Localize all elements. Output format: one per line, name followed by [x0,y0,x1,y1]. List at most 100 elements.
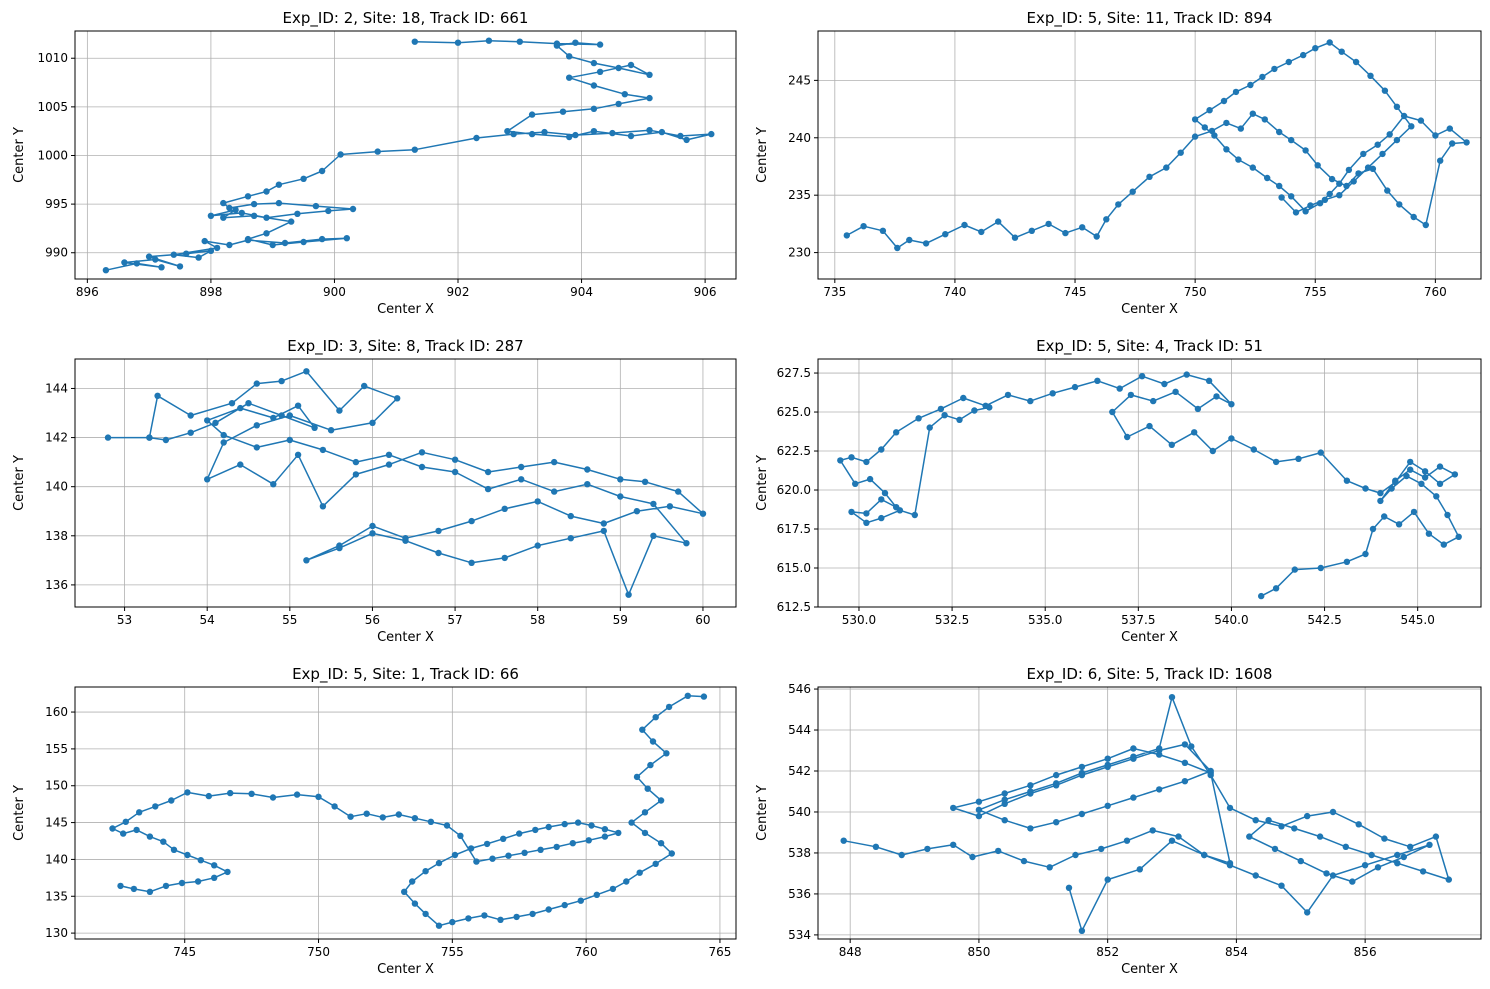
data-point [1329,808,1337,816]
data-point [1072,851,1079,859]
data-point [1206,107,1213,114]
data-point [961,221,968,229]
data-point [409,878,416,885]
data-point [183,250,190,257]
data-point [840,837,847,844]
data-point [590,128,598,135]
data-point [911,511,918,519]
data-point [457,832,464,839]
data-point [136,809,143,816]
data-point [1252,817,1259,824]
data-point [1449,140,1456,147]
data-point [683,540,690,547]
data-point [646,94,653,102]
data-point [896,507,904,514]
data-point [1288,136,1295,144]
data-point [866,475,874,483]
data-point [484,468,492,476]
data-point [937,405,945,413]
data-point [194,878,202,885]
data-point [1053,771,1060,779]
data-point [418,449,426,456]
data-point [211,862,218,869]
data-point [1168,837,1176,844]
y-tick-label: 620.0 [777,483,811,497]
data-point [319,503,327,510]
series-markers [837,371,1462,600]
y-axis-label: Center Y [755,455,770,511]
data-point [1181,778,1189,785]
data-point [1410,213,1417,221]
data-point [1384,187,1391,194]
data-point [1338,48,1345,55]
x-tick-label: 898 [199,285,222,299]
x-tick-label: 60 [695,613,710,627]
y-tick-label: 612.5 [777,600,811,614]
x-tick-label: 59 [613,613,628,627]
x-tick-label: 55 [282,613,297,627]
data-point [1328,175,1336,183]
data-point [1172,388,1179,395]
data-point [1062,229,1069,237]
y-axis-label: Center Y [755,127,770,183]
data-point [1194,405,1202,413]
data-point [1109,408,1116,416]
data-point [596,68,604,76]
chart-title: Exp_ID: 6, Site: 5, Track ID: 1608 [1027,665,1273,684]
data-point [1156,786,1163,793]
x-axis-label: Center X [1121,302,1178,317]
data-point [253,422,260,429]
data-point [699,510,707,517]
x-tick-label: 904 [570,285,593,299]
data-point [160,838,167,845]
y-tick-label: 245 [788,73,811,87]
data-point [623,878,630,885]
x-tick-label: 850 [967,945,990,959]
data-point [1403,472,1410,480]
data-point [600,527,607,535]
chart-title: Exp_ID: 2, Site: 18, Track ID: 661 [283,9,529,28]
data-point [178,879,186,887]
data-point [590,59,598,67]
data-point [1027,788,1034,795]
x-tick-label: 530.0 [842,613,876,627]
data-point [133,260,140,267]
data-point [294,210,301,217]
data-point [1317,449,1325,456]
data-point [204,476,211,483]
data-point [176,263,184,270]
data-point [300,175,307,182]
data-point [1368,851,1375,859]
data-point [1329,872,1337,879]
data-point [1146,422,1153,430]
data-point [331,803,338,810]
data-point [1418,480,1425,487]
data-point [275,199,283,207]
data-point [1249,164,1257,171]
data-point [1223,119,1230,127]
data-point [1317,564,1325,572]
data-point [657,840,665,847]
data-point [1161,380,1168,388]
data-point [205,792,212,800]
data-point [975,812,983,820]
x-tick-label: 755 [441,945,464,959]
data-point [893,429,900,436]
y-tick-label: 536 [788,887,811,901]
data-point [615,64,622,72]
data-point [1355,821,1362,828]
data-point [1304,812,1311,820]
data-point [197,857,204,864]
data-point [226,204,233,212]
data-point [1271,845,1279,853]
data-point [1094,377,1101,384]
y-tick-label: 235 [788,188,811,202]
data-point [467,845,475,852]
data-point [941,412,948,419]
data-point [518,476,525,483]
data-point [863,458,870,466]
data-point [666,503,674,510]
data-point [1381,513,1388,520]
data-point [1136,866,1144,873]
data-point [1314,162,1321,169]
